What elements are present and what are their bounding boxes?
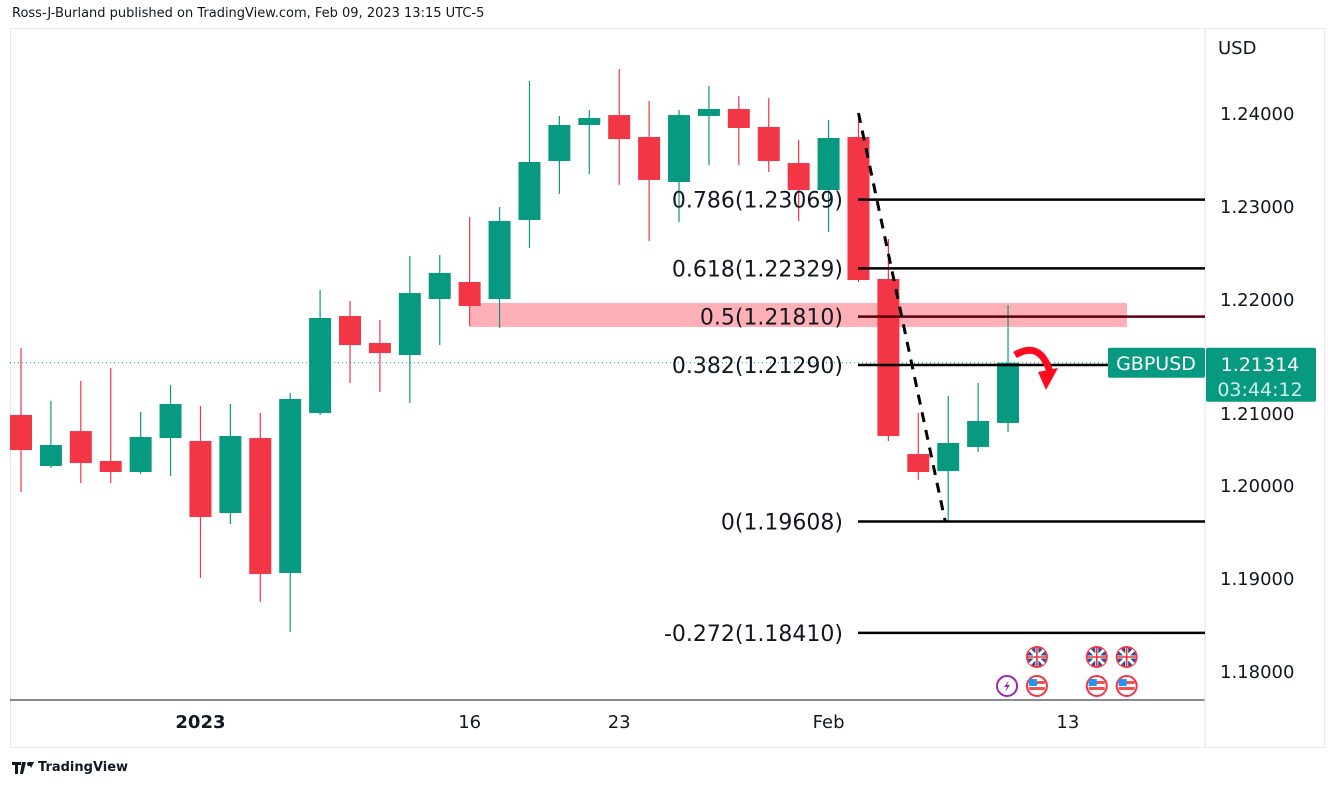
candle-down xyxy=(757,126,780,161)
candle-up xyxy=(548,124,571,161)
candle-down xyxy=(10,414,32,451)
fib-level-label: 0.382(1.21290) xyxy=(672,354,843,379)
candle-down xyxy=(638,136,661,180)
candle-up xyxy=(967,421,990,447)
candle-up xyxy=(398,293,421,355)
candle-down xyxy=(458,281,481,306)
uk-flag-cross-red xyxy=(1117,648,1136,666)
fib-level-label: 0.618(1.22329) xyxy=(672,257,843,282)
candle-up xyxy=(697,109,720,116)
fib-level-label: 0.786(1.23069) xyxy=(672,189,843,214)
fib-level-label: 0(1.19608) xyxy=(721,510,843,535)
lightning-glyph xyxy=(1004,680,1011,692)
candle-up xyxy=(129,437,152,472)
us-flag-canton xyxy=(1118,679,1127,686)
countdown-label: 03:44:12 xyxy=(1217,379,1302,401)
candle-down xyxy=(727,109,750,128)
candle-up xyxy=(937,442,960,472)
us-flag-stripe xyxy=(1088,687,1105,690)
price-badge xyxy=(1206,347,1316,402)
last-price-label: 1.21314 xyxy=(1221,354,1300,376)
us-flag-canton xyxy=(1088,679,1097,686)
time-tick-label: 2023 xyxy=(175,712,225,733)
fib-level-label: 0.5(1.21810) xyxy=(700,306,843,331)
tradingview-logo-icon xyxy=(12,761,34,774)
us-flag-canton xyxy=(1028,679,1037,686)
candle-up xyxy=(817,138,840,191)
red-curved-arrow-icon xyxy=(1013,346,1054,374)
candle-down xyxy=(249,438,272,575)
time-tick-label: 23 xyxy=(608,712,631,733)
price-tick-label: 1.22000 xyxy=(1220,290,1294,311)
candle-down xyxy=(847,136,870,281)
resistance-zone xyxy=(469,302,1127,327)
price-tick-label: 1.18000 xyxy=(1220,662,1294,683)
uk-flag-cross-red xyxy=(1087,648,1106,666)
candle-up xyxy=(159,403,182,439)
candle-down xyxy=(907,454,930,472)
price-tick-label: 1.24000 xyxy=(1220,104,1294,125)
candle-up xyxy=(997,362,1020,423)
price-tick-label: 1.19000 xyxy=(1220,569,1294,590)
candle-up xyxy=(279,398,302,573)
red-arrow-head-icon xyxy=(1038,368,1058,390)
symbol-label: GBPUSD xyxy=(1116,353,1196,375)
candle-down xyxy=(787,163,810,191)
currency-label: USD xyxy=(1218,38,1256,59)
tradingview-logo[interactable]: TradingView xyxy=(12,760,128,775)
price-tick-label: 1.23000 xyxy=(1220,197,1294,218)
chart-frame xyxy=(10,28,1325,748)
symbol-badge xyxy=(1108,347,1205,378)
publish-info: Ross-J-Burland published on TradingView.… xyxy=(12,6,485,21)
time-tick-label: 13 xyxy=(1056,712,1079,733)
price-tick-label: 1.20000 xyxy=(1220,476,1294,497)
candle-down xyxy=(69,431,92,464)
us-flag-stripe xyxy=(1028,687,1045,690)
candle-up xyxy=(39,445,62,467)
candle-down xyxy=(339,316,362,346)
candle-up xyxy=(428,272,451,299)
candle-down xyxy=(368,342,391,354)
candle-up xyxy=(578,118,601,125)
candle-down xyxy=(99,461,122,472)
time-tick-label: Feb xyxy=(813,712,845,733)
fib-level-label: -0.272(1.18410) xyxy=(664,622,843,647)
candle-up xyxy=(668,115,691,183)
logo-text: TradingView xyxy=(38,760,129,775)
candle-down xyxy=(877,279,900,436)
candle-up xyxy=(219,435,242,513)
uk-flag-cross-red xyxy=(1027,648,1046,666)
candle-up xyxy=(518,162,541,220)
us-flag-stripe xyxy=(1118,687,1135,690)
time-tick-label: 16 xyxy=(458,712,481,733)
candle-down xyxy=(608,115,631,140)
candle-down xyxy=(189,441,212,517)
candle-up xyxy=(309,317,332,414)
price-tick-label: 1.21000 xyxy=(1220,404,1294,425)
dashed-trend-line xyxy=(857,112,947,522)
candle-up xyxy=(488,220,511,299)
